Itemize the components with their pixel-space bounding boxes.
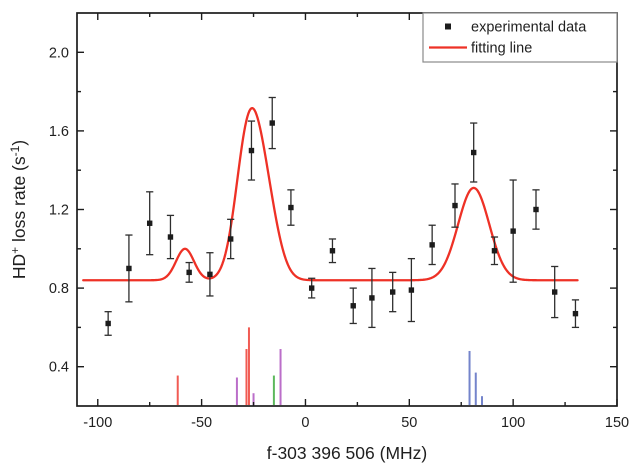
red-sticks xyxy=(176,327,250,405)
y-axis-title: HD+ loss rate (s-1) xyxy=(8,140,29,279)
data-point xyxy=(551,265,559,319)
legend-square-marker-icon xyxy=(445,23,451,30)
data-point xyxy=(490,236,499,266)
data-point-marker xyxy=(470,149,477,156)
data-point-marker xyxy=(269,120,275,126)
data-point-marker xyxy=(429,242,435,248)
data-point-marker xyxy=(288,204,294,211)
legend-label: experimental data xyxy=(471,20,587,36)
x-axis-title: f-303 396 506 (MHz) xyxy=(267,443,428,463)
data-point xyxy=(104,311,112,336)
data-point xyxy=(368,267,376,329)
legend: experimental data fitting line xyxy=(422,12,618,63)
data-point xyxy=(532,189,540,230)
data-point xyxy=(470,122,478,183)
data-point-marker xyxy=(491,248,498,254)
x-tick-label: -50 xyxy=(191,415,212,431)
data-point xyxy=(247,120,256,181)
stick-spectra xyxy=(176,327,483,405)
data-point xyxy=(206,252,214,297)
data-point xyxy=(166,214,175,260)
data-point xyxy=(268,96,276,150)
y-tick-label: 0.4 xyxy=(49,360,69,376)
data-point xyxy=(287,189,295,226)
x-tick-label: 100 xyxy=(501,415,525,431)
data-point xyxy=(185,261,193,283)
data-point-marker xyxy=(207,271,213,278)
x-tick-label: 50 xyxy=(401,415,417,431)
data-point-marker xyxy=(389,289,396,295)
data-point-marker xyxy=(452,202,458,209)
data-point-marker xyxy=(572,310,579,317)
y-tick-label: 2.0 xyxy=(49,45,69,61)
legend-entry-experimental-data: experimental data xyxy=(445,20,587,36)
data-point xyxy=(125,234,133,303)
data-point-marker xyxy=(308,285,315,291)
data-point-marker xyxy=(105,320,111,327)
data-point xyxy=(428,224,436,266)
legend-box xyxy=(422,12,618,63)
data-point-marker xyxy=(126,265,132,272)
data-point-marker xyxy=(248,147,255,154)
x-tick-label: -100 xyxy=(83,415,112,431)
y-tick-label: 0.8 xyxy=(49,281,69,297)
data-point-marker xyxy=(350,303,356,309)
data-point xyxy=(146,191,154,256)
fitting-line xyxy=(82,107,579,282)
legend-entry-fitting-line: fitting line xyxy=(429,41,532,57)
y-tick-label: 1.6 xyxy=(49,124,69,140)
data-point-marker xyxy=(369,295,375,301)
data-point-marker xyxy=(227,236,234,242)
data-point xyxy=(389,271,397,313)
y-tick-label: 1.2 xyxy=(49,203,69,219)
data-point xyxy=(571,299,580,329)
data-point-marker xyxy=(167,234,174,240)
data-point xyxy=(509,179,517,283)
x-tick-label: 0 xyxy=(301,415,309,431)
x-tick-label: 150 xyxy=(605,415,629,431)
data-point-marker xyxy=(408,287,415,293)
data-point-marker xyxy=(146,220,153,226)
experimental-data-series xyxy=(104,96,580,336)
data-point xyxy=(308,277,316,299)
data-point-marker xyxy=(510,228,516,234)
data-point-marker xyxy=(551,289,558,295)
data-point xyxy=(227,218,235,260)
data-point xyxy=(328,238,337,264)
data-point-marker xyxy=(186,269,192,276)
data-point xyxy=(349,287,357,325)
blue-sticks xyxy=(468,350,483,405)
data-point xyxy=(407,257,415,323)
data-point-marker xyxy=(329,248,336,254)
data-point-marker xyxy=(533,206,539,213)
data-point xyxy=(451,183,459,228)
legend-label: fitting line xyxy=(471,41,532,57)
